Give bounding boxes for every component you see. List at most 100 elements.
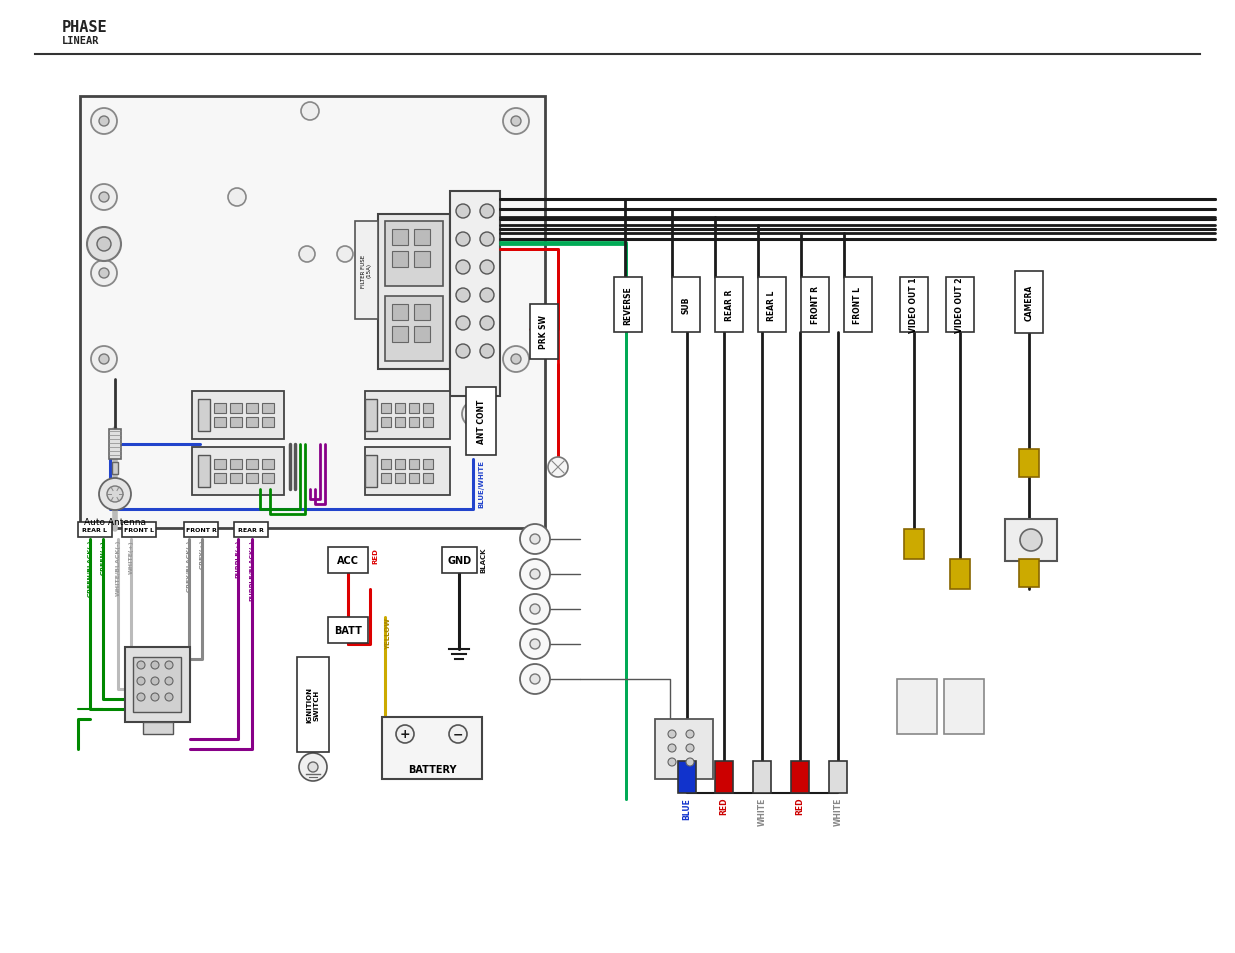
Text: ANT CONT: ANT CONT: [477, 399, 485, 444]
Bar: [246, 417, 258, 428]
Circle shape: [480, 205, 494, 219]
Circle shape: [471, 410, 480, 419]
Circle shape: [480, 289, 494, 303]
Bar: [950, 559, 969, 589]
Text: VIDEO OUT 1: VIDEO OUT 1: [909, 277, 919, 333]
Bar: [191, 392, 284, 439]
Circle shape: [107, 486, 124, 502]
Bar: [329, 547, 368, 574]
Circle shape: [503, 347, 529, 373]
Bar: [382, 474, 391, 483]
Text: BLUE/WHITE: BLUE/WHITE: [478, 459, 484, 507]
Text: PRK SW: PRK SW: [540, 315, 548, 349]
Bar: [414, 230, 430, 246]
Circle shape: [520, 664, 550, 695]
Text: GND: GND: [447, 556, 472, 565]
Text: LINEAR: LINEAR: [62, 36, 100, 46]
Circle shape: [530, 675, 540, 684]
Circle shape: [165, 678, 173, 685]
Bar: [414, 252, 430, 268]
Circle shape: [151, 678, 159, 685]
Bar: [414, 305, 430, 320]
Circle shape: [520, 595, 550, 624]
Circle shape: [480, 316, 494, 331]
Bar: [112, 462, 119, 475]
Bar: [409, 417, 419, 428]
Bar: [184, 522, 219, 537]
Text: GREY(+): GREY(+): [200, 539, 205, 569]
Circle shape: [480, 345, 494, 358]
Bar: [378, 214, 450, 370]
Circle shape: [91, 109, 117, 135]
Text: BLACK: BLACK: [480, 547, 487, 573]
Circle shape: [530, 604, 540, 615]
Bar: [678, 761, 697, 793]
Circle shape: [456, 233, 471, 247]
Bar: [466, 388, 496, 456]
Circle shape: [668, 730, 676, 739]
Text: RED: RED: [795, 797, 804, 815]
Text: PURPLE(+): PURPLE(+): [236, 539, 241, 578]
Bar: [230, 474, 242, 483]
Circle shape: [511, 355, 521, 365]
Bar: [391, 252, 408, 268]
Circle shape: [91, 185, 117, 211]
Bar: [214, 403, 226, 414]
Bar: [900, 277, 927, 333]
Circle shape: [456, 289, 471, 303]
Circle shape: [91, 347, 117, 373]
Text: FRONT R: FRONT R: [185, 527, 216, 533]
Bar: [366, 399, 377, 432]
Circle shape: [520, 559, 550, 589]
Bar: [385, 296, 443, 361]
Bar: [715, 277, 743, 333]
Bar: [395, 403, 405, 414]
Bar: [230, 459, 242, 470]
Circle shape: [151, 693, 159, 701]
Bar: [262, 403, 274, 414]
Text: YELLOW: YELLOW: [385, 618, 391, 649]
Text: −: −: [453, 728, 463, 740]
Bar: [391, 305, 408, 320]
Bar: [829, 761, 847, 793]
Bar: [409, 403, 419, 414]
Bar: [354, 222, 378, 319]
Circle shape: [462, 401, 488, 428]
Text: +: +: [400, 728, 410, 740]
Text: REAR R: REAR R: [238, 527, 264, 533]
Bar: [382, 417, 391, 428]
Bar: [1019, 450, 1039, 477]
Bar: [122, 522, 156, 537]
Circle shape: [456, 261, 471, 274]
Text: REVERSE: REVERSE: [624, 286, 632, 325]
Bar: [246, 459, 258, 470]
Text: REAR L: REAR L: [83, 527, 107, 533]
Text: GREEN/BLACK(-): GREEN/BLACK(-): [88, 539, 93, 597]
Text: GREEN(+): GREEN(+): [100, 539, 105, 574]
Bar: [530, 305, 558, 359]
Bar: [296, 658, 329, 752]
Bar: [409, 474, 419, 483]
Circle shape: [668, 744, 676, 752]
Bar: [329, 618, 368, 643]
Bar: [715, 761, 734, 793]
Bar: [214, 474, 226, 483]
Bar: [382, 403, 391, 414]
Text: GREY/BLACK(-): GREY/BLACK(-): [186, 539, 191, 592]
Circle shape: [99, 478, 131, 511]
Bar: [382, 459, 391, 470]
Circle shape: [308, 762, 317, 772]
Bar: [424, 459, 433, 470]
Bar: [442, 547, 477, 574]
Bar: [414, 327, 430, 343]
Circle shape: [86, 228, 121, 262]
Text: RED: RED: [372, 547, 378, 563]
Circle shape: [299, 247, 315, 263]
Bar: [946, 277, 974, 333]
Text: BATTERY: BATTERY: [408, 764, 456, 774]
Circle shape: [456, 316, 471, 331]
Circle shape: [299, 753, 327, 781]
Text: REAR R: REAR R: [725, 290, 734, 321]
Bar: [409, 459, 419, 470]
Bar: [753, 761, 771, 793]
